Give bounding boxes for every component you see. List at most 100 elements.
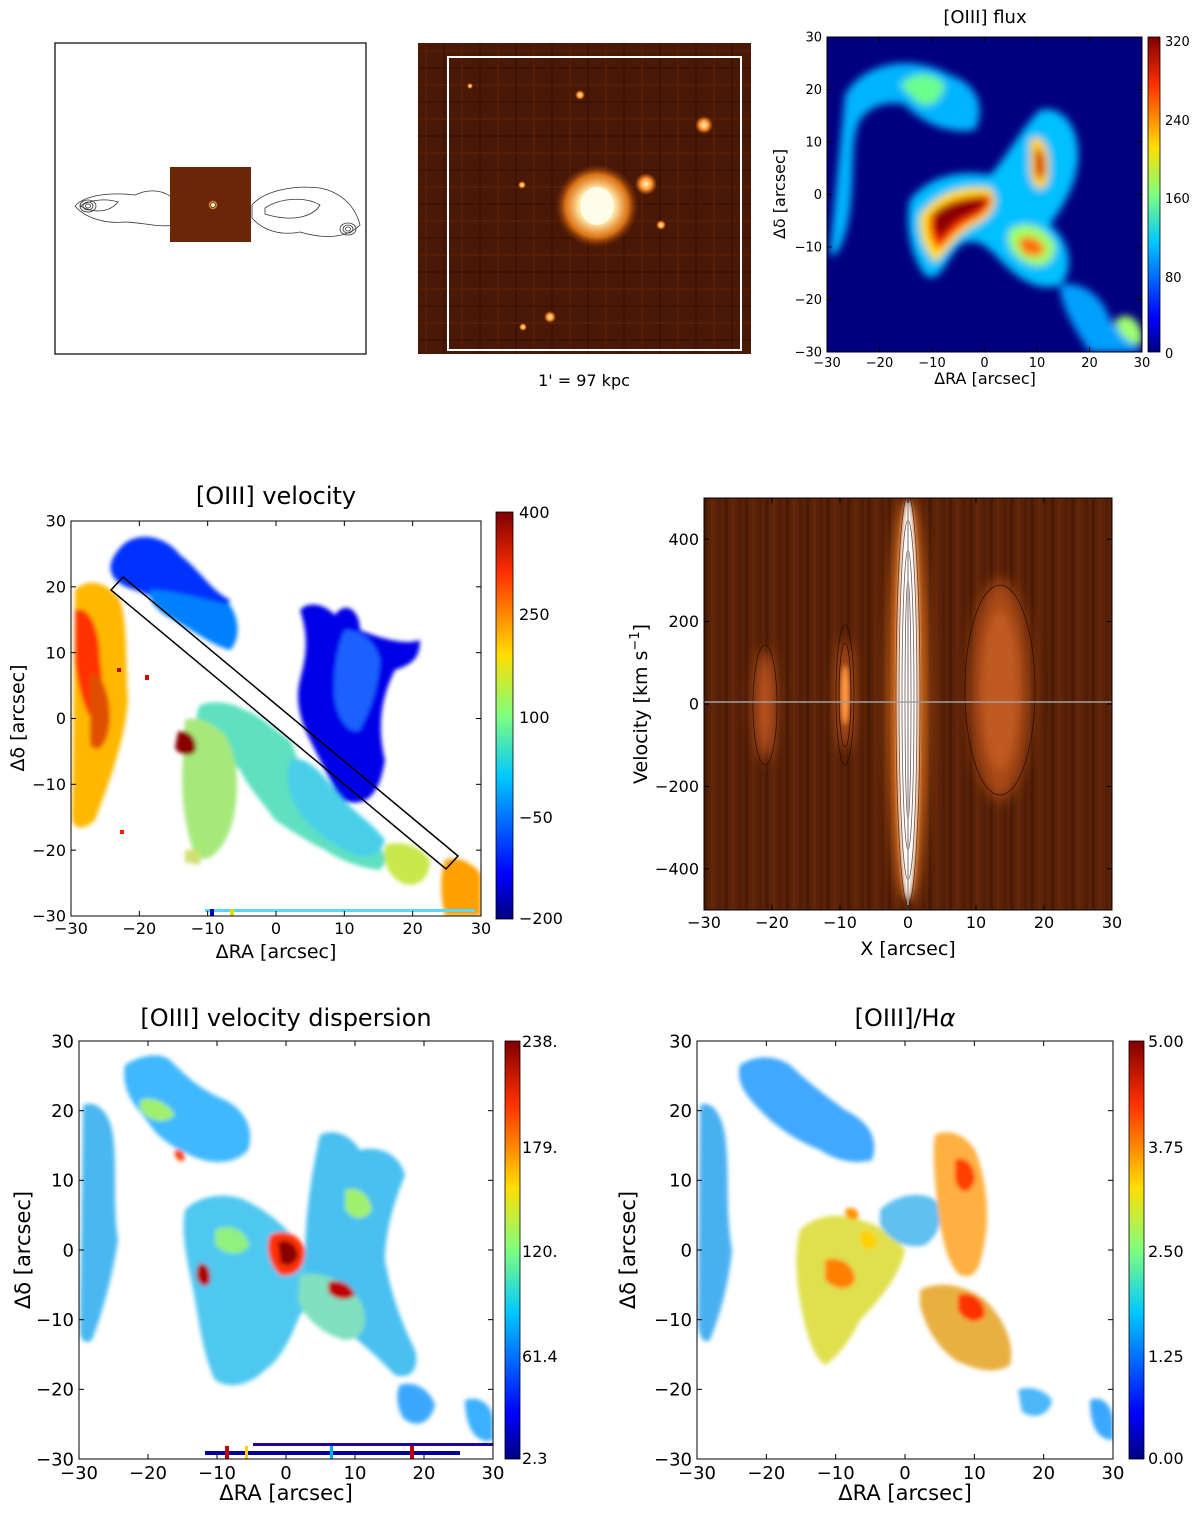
- velocity-colorbar-ticks: 400 250 100 −50 −200: [519, 503, 563, 928]
- ratio-title: [OIII]/Hα: [855, 1004, 956, 1032]
- flux-ylabel: Δδ [arcsec]: [770, 149, 789, 239]
- flux-map: [830, 63, 1142, 352]
- ratio-ticks: −30 −20 −10 0 10 20 30 −30 −20 −10 0 10 20 30: [654, 1031, 1124, 1484]
- ratio-title-main: [OIII]/H: [855, 1004, 940, 1032]
- pv-ylabel: Velocity [km s−1]: [628, 624, 652, 784]
- slit-box: [109, 575, 460, 871]
- source: [518, 181, 526, 189]
- radio-contour-panel: [54, 42, 367, 355]
- colorbar-tick: −200: [519, 909, 563, 928]
- y-tick-label: 0: [681, 1240, 692, 1261]
- colorbar-tick: 100: [519, 708, 550, 727]
- x-tick-label: −10: [191, 919, 225, 938]
- flux-ticks: −30 −20 −10 0 10 20 30 −30 −20 −10 0 10 20 30: [795, 31, 1151, 371]
- pv-ylabel-sup: −1: [628, 631, 643, 650]
- y-tick-label: 20: [669, 1101, 692, 1122]
- y-tick-label: 30: [669, 1031, 692, 1052]
- pv-diagram-panel: −30 −20 −10 0 10 20 30 −400 −200 0 200 400 X [arcse…: [628, 497, 1122, 960]
- x-tick-label: −20: [129, 1463, 167, 1484]
- x-tick-label: −10: [817, 1463, 855, 1484]
- x-tick-label: 10: [344, 1463, 367, 1484]
- pv-ylabel-main: Velocity [km s: [630, 651, 652, 784]
- source: [467, 83, 473, 89]
- oiii-flux-panel: [OIII] flux −30 −20 −10 0 10 20 30 −30 −20 −10 0 10…: [770, 7, 1190, 388]
- y-tick-label: −20: [32, 841, 66, 860]
- y-tick-label: 0: [689, 695, 699, 714]
- x-tick-label: 20: [1081, 356, 1098, 371]
- y-tick-label: 10: [46, 643, 66, 662]
- source: [544, 311, 556, 323]
- y-tick-label: −10: [36, 1310, 74, 1331]
- colorbar-tick: 80: [1165, 271, 1182, 286]
- x-tick-label: −10: [823, 913, 857, 932]
- ratio-title-symbol: α: [940, 1004, 956, 1032]
- oiii-halpha-panel: [OIII]/Hα −30 −20 −10 0 10 20 30 −30 −20 −10 0 10 20…: [616, 1004, 1184, 1505]
- pv-ylabel-close: ]: [630, 624, 652, 631]
- colorbar-tick: 120.: [522, 1242, 558, 1261]
- colorbar-tick: 160: [1165, 192, 1190, 207]
- dispersion-colorbar-ticks: 238. 179. 120. 61.4 2.3: [522, 1032, 558, 1468]
- x-tick-label: 10: [334, 919, 354, 938]
- y-tick-label: 20: [51, 1101, 74, 1122]
- x-tick-label: −10: [198, 1463, 236, 1484]
- oiii-velocity-panel: [OIII] velocity: [7, 482, 563, 963]
- dispersion-title: [OIII] velocity dispersion: [140, 1004, 431, 1032]
- velocity-title: [OIII] velocity: [196, 482, 356, 510]
- x-tick-label: 20: [1032, 1463, 1055, 1484]
- colorbar-tick: 179.: [522, 1138, 558, 1157]
- ratio-ylabel: Δδ [arcsec]: [616, 1191, 640, 1309]
- inset-galaxy-core: [208, 200, 218, 210]
- x-tick-label: 0: [280, 1463, 291, 1484]
- x-tick-label: 0: [899, 1463, 910, 1484]
- x-tick-label: −20: [747, 1463, 785, 1484]
- dispersion-xlabel: ΔRA [arcsec]: [219, 1481, 353, 1505]
- source: [656, 220, 666, 230]
- x-tick-label: 30: [1102, 1463, 1125, 1484]
- x-tick-label: 10: [963, 1463, 986, 1484]
- y-tick-label: −30: [36, 1449, 74, 1470]
- x-tick-label: 30: [482, 1463, 505, 1484]
- colorbar-tick: 61.4: [522, 1347, 558, 1366]
- y-tick-label: 30: [51, 1031, 74, 1052]
- fov-box: [447, 56, 742, 351]
- y-tick-label: 0: [63, 1240, 74, 1261]
- x-tick-label: −10: [918, 356, 945, 371]
- y-tick-label: −20: [654, 1380, 692, 1401]
- y-tick-label: −200: [655, 777, 699, 796]
- colorbar-tick: 0.00: [1148, 1449, 1184, 1468]
- ratio-map: [698, 1057, 1113, 1440]
- x-tick-label: −30: [54, 919, 88, 938]
- y-tick-label: −10: [795, 241, 822, 256]
- x-tick-label: −20: [755, 913, 789, 932]
- flux-title: [OIII] flux: [943, 7, 1027, 28]
- flux-xlabel: ΔRA [arcsec]: [934, 369, 1036, 388]
- x-tick-label: 20: [1034, 913, 1054, 932]
- pv-ticks: −30 −20 −10 0 10 20 30 −400 −200 0 200 400: [655, 498, 1122, 932]
- y-tick-label: 10: [669, 1171, 692, 1192]
- colorbar-tick: 250: [519, 605, 550, 624]
- y-tick-label: 20: [805, 83, 822, 98]
- y-tick-label: 10: [805, 136, 822, 151]
- x-tick-label: 20: [413, 1463, 436, 1484]
- y-tick-label: 10: [51, 1171, 74, 1192]
- x-tick-label: −30: [678, 1463, 716, 1484]
- x-tick-label: 30: [1134, 356, 1151, 371]
- y-tick-label: 400: [668, 530, 699, 549]
- flux-colorbar: [1147, 36, 1161, 353]
- x-tick-label: −30: [687, 913, 721, 932]
- x-tick-label: 30: [1102, 913, 1122, 932]
- y-tick-label: −20: [36, 1380, 74, 1401]
- y-tick-label: −30: [795, 346, 822, 361]
- x-tick-label: 10: [966, 913, 986, 932]
- x-tick-label: 0: [980, 356, 988, 371]
- velocity-xlabel: ΔRA [arcsec]: [216, 941, 337, 963]
- colorbar-tick: 0: [1165, 347, 1173, 362]
- source: [519, 323, 527, 331]
- y-tick-label: 0: [56, 709, 66, 728]
- velocity-map: [72, 536, 481, 916]
- colorbar-tick: 320: [1165, 35, 1190, 50]
- velocity-ticks: −30 −20 −10 0 10 20 30 −30 −20 −10 0 10 20 30: [32, 512, 491, 938]
- y-tick-label: 0: [814, 188, 822, 203]
- y-tick-label: 30: [805, 31, 822, 46]
